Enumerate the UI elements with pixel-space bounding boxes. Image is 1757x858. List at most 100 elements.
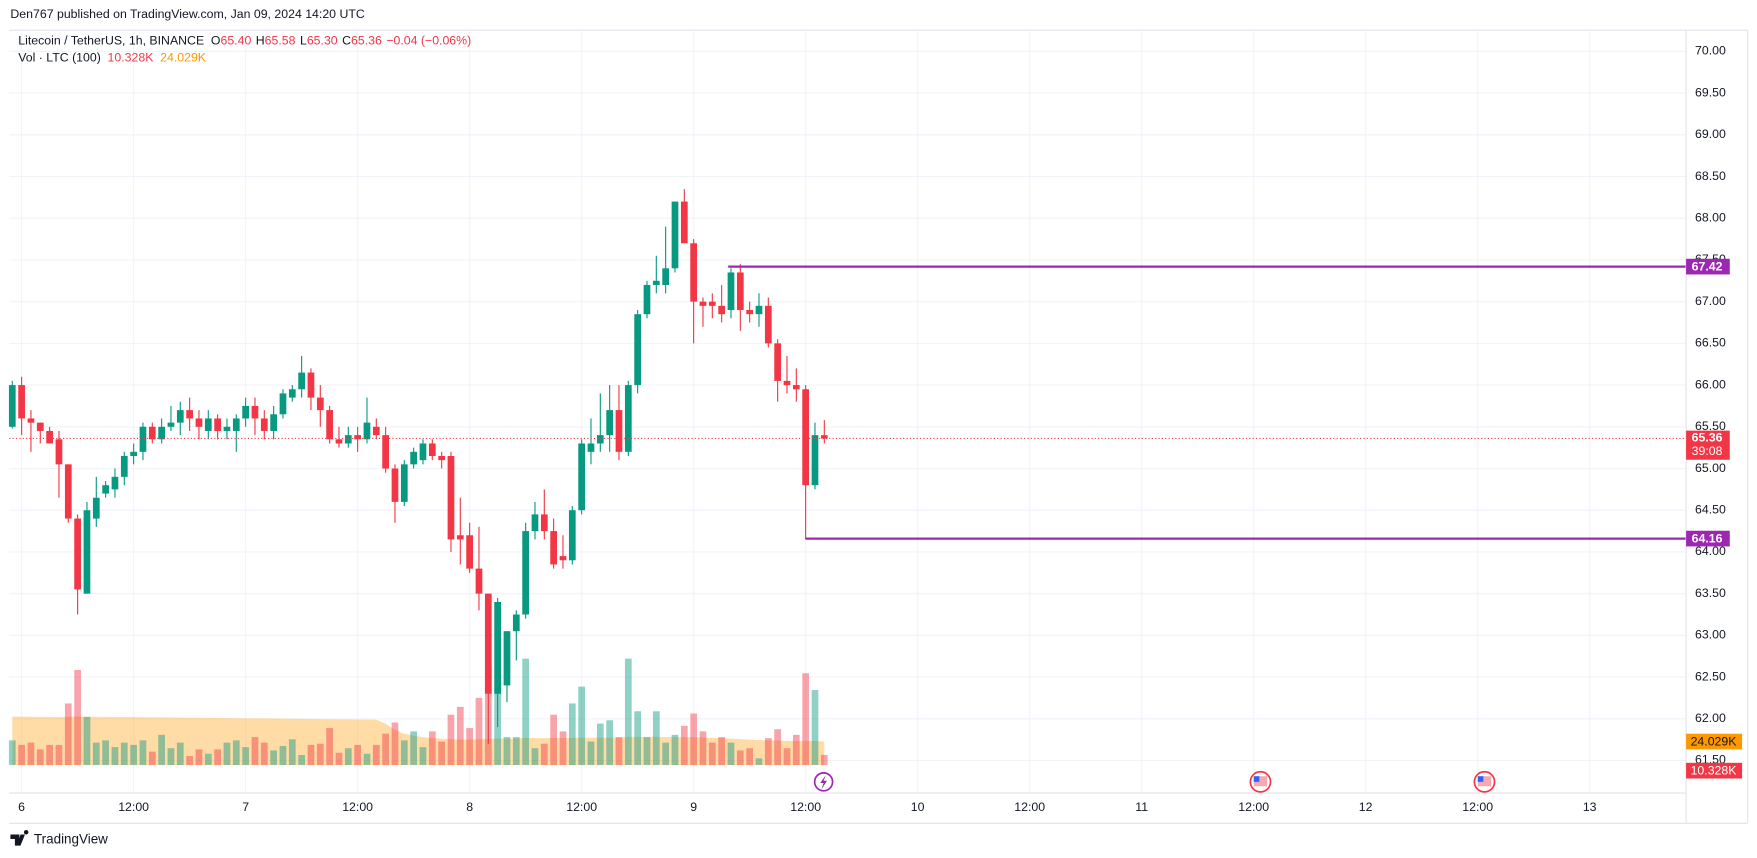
last-price-bg <box>1686 430 1730 460</box>
y-tick-label: 65.00 <box>1695 461 1726 475</box>
legend-ohlc-value: 65.58 <box>265 34 296 48</box>
volume-bar <box>456 706 464 766</box>
x-tick-label: 12:00 <box>790 800 821 814</box>
volume-bar <box>643 737 651 766</box>
volume-bar <box>382 733 389 766</box>
candle-body <box>522 531 529 615</box>
candle-body <box>74 518 81 590</box>
volume-bar <box>391 722 399 766</box>
volume-bar <box>223 742 231 766</box>
candle-body <box>671 201 679 269</box>
volume-bar <box>354 744 361 766</box>
volume-bar <box>438 741 445 766</box>
y-tick-label: 68.00 <box>1695 210 1726 224</box>
volume-bar <box>447 714 455 766</box>
volume-bar <box>540 743 548 766</box>
volume-bar <box>792 734 800 766</box>
volume-bar <box>466 728 473 766</box>
volume-bar <box>307 744 315 766</box>
volume-bar <box>111 747 119 766</box>
legend-ohlc-value: 65.36 <box>351 34 382 48</box>
x-tick-label: 12:00 <box>1462 800 1493 814</box>
volume-bar <box>195 749 203 766</box>
volume-bar <box>671 734 679 766</box>
candle-body <box>410 451 417 465</box>
x-tick-label: 13 <box>1583 800 1597 814</box>
flag-icon <box>1253 776 1260 782</box>
volume-ma-label-bg <box>1686 733 1743 750</box>
volume-label-bg <box>1686 762 1743 779</box>
candle-body <box>699 301 707 306</box>
volume-pane <box>8 658 828 766</box>
candle-body <box>307 372 315 398</box>
volume-bar <box>783 748 791 766</box>
volume-bar <box>316 743 324 766</box>
legend-ohlc-label: L <box>300 34 307 48</box>
legend-ohlc-value: 65.30 <box>307 34 338 48</box>
candle-body <box>27 418 35 423</box>
volume-bar <box>92 742 100 766</box>
candle-body <box>242 405 249 419</box>
candle-body <box>120 455 128 477</box>
volume-bar <box>186 756 193 766</box>
volume-bar <box>587 741 595 766</box>
candle-body <box>288 389 296 398</box>
legend-ohlc-value: 65.40 <box>220 34 251 48</box>
candle-body <box>148 426 156 440</box>
volume-bar <box>708 742 716 766</box>
candle-body <box>690 243 698 302</box>
volume-bar <box>167 748 175 766</box>
brand: TradingView <box>10 829 108 847</box>
volume-bar <box>746 748 754 766</box>
volume-bar <box>55 744 63 766</box>
y-tick-label: 69.00 <box>1695 127 1726 141</box>
y-tick-label: 70.00 <box>1695 44 1726 58</box>
candle-body <box>232 418 240 431</box>
candle-body <box>36 422 44 431</box>
y-tick-label: 63.00 <box>1695 628 1726 642</box>
candle-body <box>438 455 445 461</box>
event-icons <box>813 770 1496 793</box>
brand-name: TradingView <box>34 832 108 847</box>
volume-bar <box>363 753 371 766</box>
candle-body <box>643 284 651 315</box>
volume-bar <box>298 754 305 766</box>
candle-body <box>46 430 53 444</box>
flag-icon <box>1253 776 1268 787</box>
candle-body <box>624 385 632 452</box>
volume-bar <box>232 740 240 766</box>
volume-bar <box>802 673 810 766</box>
volume-bar <box>139 740 147 766</box>
flag-icon <box>1477 776 1484 782</box>
candle-body <box>727 272 735 311</box>
volume-bar <box>204 753 212 766</box>
candle-body <box>382 435 389 469</box>
candle-body <box>298 372 305 390</box>
candle-body <box>251 405 259 419</box>
candle-body <box>662 268 670 285</box>
volume-bar <box>344 748 352 766</box>
volume-bar <box>279 745 287 766</box>
candle-body <box>270 414 277 431</box>
candle-body <box>167 422 175 427</box>
volume-bar <box>568 703 576 766</box>
volume-bar <box>503 737 511 766</box>
volume-bar <box>718 737 726 766</box>
candle-body <box>811 435 819 486</box>
volume-bar <box>475 697 483 766</box>
y-tick-label: 69.50 <box>1695 85 1726 99</box>
candle-body <box>512 614 520 632</box>
volume-bar <box>18 744 25 766</box>
legend-volume-value: 10.328K <box>108 50 155 64</box>
candle-body <box>634 314 642 386</box>
candle-body <box>260 418 268 431</box>
candle-body <box>344 435 352 444</box>
candle-body <box>176 410 184 423</box>
candle-body <box>279 393 287 415</box>
candle-body <box>466 535 473 569</box>
candle-body <box>494 601 501 694</box>
candle-body <box>792 385 800 390</box>
candle-body <box>531 514 539 532</box>
labels: 61.5062.0062.5063.0063.5064.0064.5065.00… <box>18 34 1743 814</box>
